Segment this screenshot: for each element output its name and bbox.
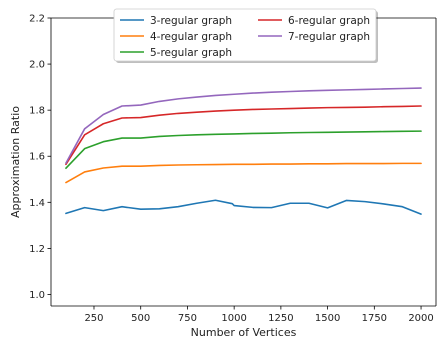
legend-label: 6-regular graph [288, 15, 370, 27]
plot-area [51, 18, 436, 306]
x-tick-label: 1500 [315, 313, 340, 324]
y-tick-label: 1.6 [29, 152, 45, 163]
x-tick-label: 750 [178, 313, 197, 324]
legend-frame [113, 8, 377, 62]
series-line-5-regular [65, 130, 422, 170]
y-tick-label: 1.8 [29, 106, 45, 117]
x-tick-label: 2000 [408, 313, 433, 324]
legend-label: 3-regular graph [150, 15, 232, 27]
legend: 3-regular graph 4-regular graph 5-regular … [113, 8, 378, 63]
legend-label: 4-regular graph [150, 31, 232, 43]
x-tick-label: 1250 [268, 313, 293, 324]
y-tick-label: 2.0 [29, 60, 45, 71]
series-line-4-regular [65, 162, 422, 184]
y-tick-label: 2.2 [29, 14, 45, 25]
y-tick-label: 1.2 [29, 244, 45, 255]
y-axis-title: Approximation Ratio [9, 106, 22, 218]
x-tick-label: 1750 [362, 313, 387, 324]
x-tick-label: 1000 [221, 313, 246, 324]
x-axis-title: Number of Vertices [191, 326, 297, 339]
series-line-7-regular [65, 87, 422, 164]
series-line-3-regular [65, 199, 422, 215]
y-tick-label: 1.4 [29, 198, 45, 209]
series-layer [65, 87, 422, 215]
y-tick-label: 1.0 [29, 290, 45, 301]
x-tick-label: 250 [84, 313, 103, 324]
series-line-6-regular [65, 105, 422, 166]
legend-label: 5-regular graph [150, 47, 232, 59]
legend-label: 7-regular graph [288, 31, 370, 43]
x-tick-label: 500 [131, 313, 150, 324]
